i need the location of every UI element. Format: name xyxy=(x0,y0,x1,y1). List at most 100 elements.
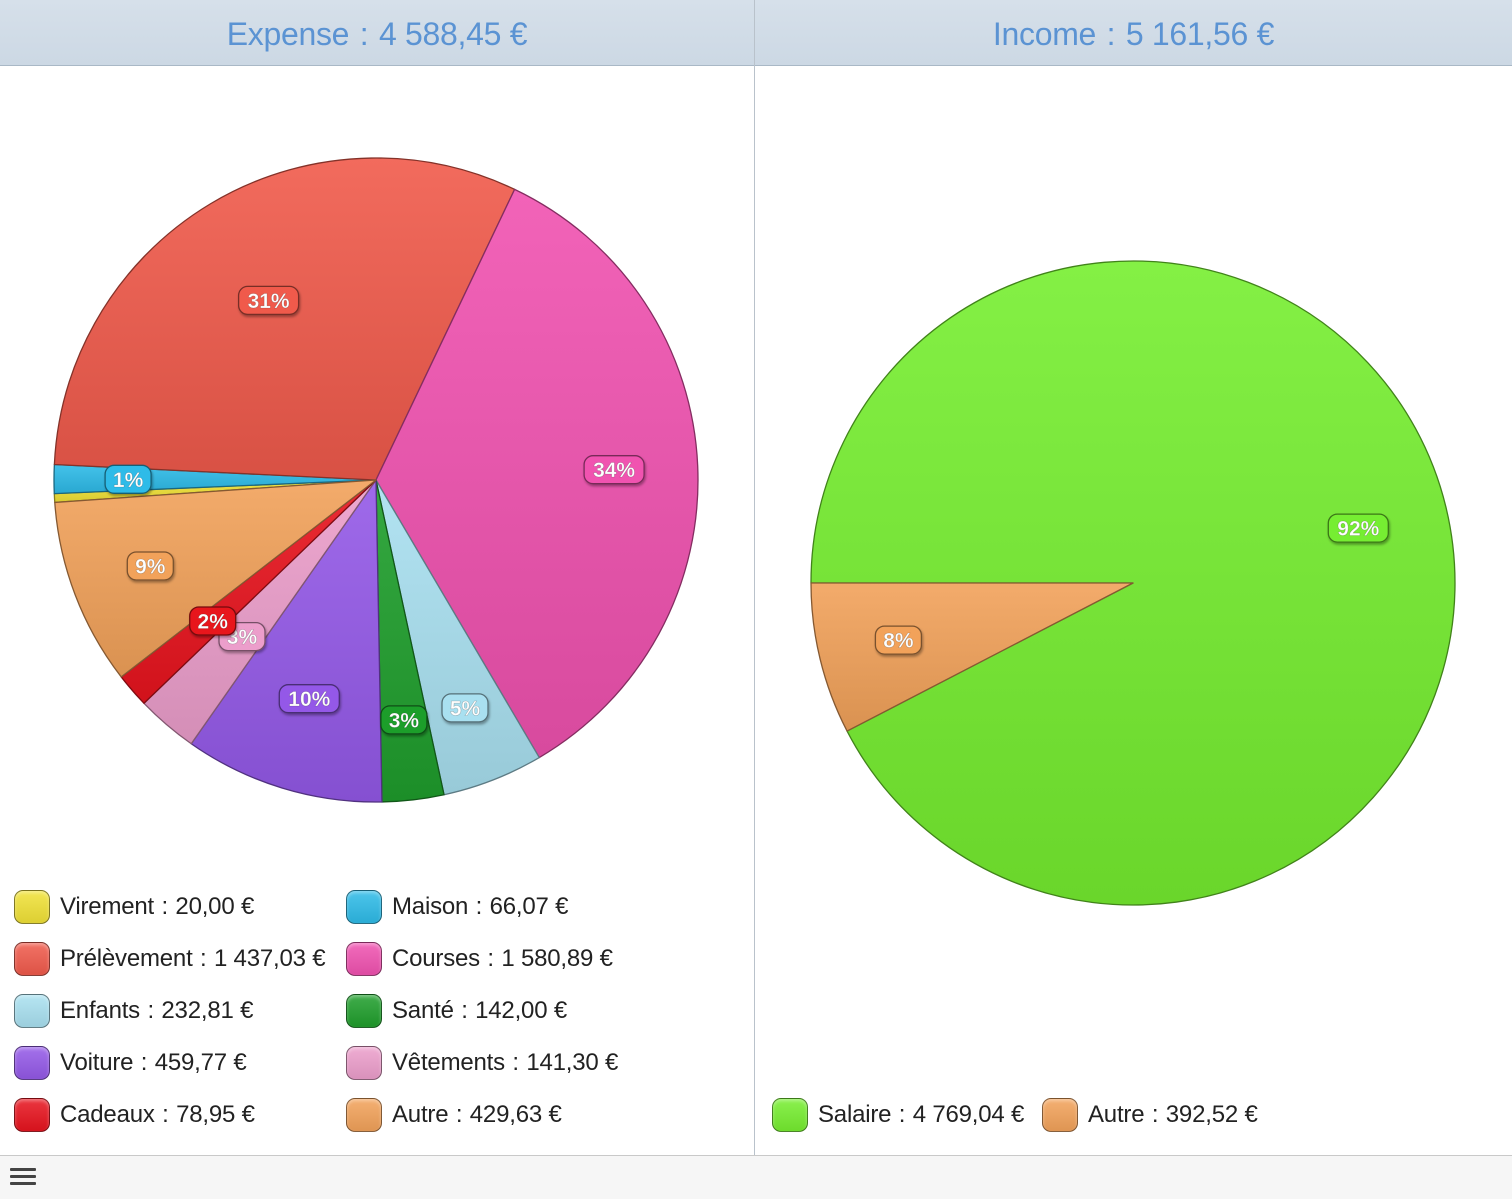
expense-legend-value: 459,77 € xyxy=(154,1049,247,1076)
expense-title: Expense xyxy=(226,16,350,52)
expense-pct-text-cadeaux: 2% xyxy=(198,611,229,634)
expense-legend-name: Vêtements xyxy=(392,1049,505,1076)
expense-legend-label-sante: Santé : 142,00 € xyxy=(392,997,567,1025)
expense-legend-separator: : xyxy=(155,1101,176,1128)
income-legend-label-salaire: Salaire : 4 769,04 € xyxy=(818,1101,1024,1129)
income-header: Income : 5 161,56 € xyxy=(755,0,1512,66)
expense-legend-value: 232,81 € xyxy=(161,997,254,1024)
expense-pct-text-voiture: 10% xyxy=(288,688,330,711)
income-legend-value: 392,52 € xyxy=(1165,1101,1258,1128)
expense-legend-item-voiture[interactable]: Voiture : 459,77 € xyxy=(14,1043,247,1083)
expense-legend-value: 78,95 € xyxy=(176,1101,255,1128)
hamburger-menu-icon[interactable] xyxy=(10,1168,36,1188)
expense-legend-swatch-maison xyxy=(346,890,382,924)
expense-legend-swatch-cadeaux xyxy=(14,1098,50,1132)
expense-legend-label-maison: Maison : 66,07 € xyxy=(392,893,568,921)
expense-legend-value: 429,63 € xyxy=(469,1101,562,1128)
expense-legend-swatch-prelevement xyxy=(14,942,50,976)
expense-legend-label-voiture: Voiture : 459,77 € xyxy=(60,1049,247,1077)
expense-legend-separator: : xyxy=(449,1101,469,1128)
expense-legend-item-virement[interactable]: Virement : 20,00 € xyxy=(14,887,254,927)
expense-legend-item-prelevement[interactable]: Prélèvement : 1 437,03 € xyxy=(14,939,326,979)
expense-legend-item-autre[interactable]: Autre : 429,63 € xyxy=(346,1095,562,1135)
expense-legend-separator: : xyxy=(480,945,501,972)
income-title: Income xyxy=(992,16,1097,52)
expense-pct-text-enfants: 5% xyxy=(450,697,481,720)
expense-legend-name: Cadeaux xyxy=(60,1101,155,1128)
income-legend-swatch-salaire xyxy=(772,1098,808,1132)
expense-pct-label-autre: 9% xyxy=(126,551,174,581)
expense-pct-label-courses: 34% xyxy=(583,455,645,485)
income-legend-item-autre[interactable]: Autre : 392,52 € xyxy=(1042,1095,1258,1135)
expense-legend-label-virement: Virement : 20,00 € xyxy=(60,893,254,921)
income-legend-value: 4 769,04 € xyxy=(912,1101,1025,1128)
expense-legend-item-enfants[interactable]: Enfants : 232,81 € xyxy=(14,991,253,1031)
income-legend-separator: : xyxy=(1145,1101,1165,1128)
expense-pct-labels: 1%31%34%5%3%10%3%2%9% xyxy=(104,285,645,735)
expense-slice-voiture[interactable] xyxy=(190,479,383,803)
expense-legend-separator: : xyxy=(134,1049,154,1076)
expense-legend-separator: : xyxy=(193,945,213,972)
expense-legend-separator: : xyxy=(141,997,161,1024)
expense-legend-swatch-vetements xyxy=(346,1046,382,1080)
income-legend-name: Autre xyxy=(1088,1101,1145,1128)
expense-total: 4 588,45 € xyxy=(378,16,528,52)
income-title-separator: : xyxy=(1106,16,1116,52)
expense-legend-separator: : xyxy=(454,997,475,1024)
expense-pct-label-maison: 1% xyxy=(104,464,152,494)
income-panel: Income : 5 161,56 € 92% 8% Salaire : 4 76… xyxy=(755,0,1512,1155)
expense-pct-label-enfants: 5% xyxy=(441,693,489,723)
expense-slice-courses[interactable] xyxy=(375,188,699,759)
expense-legend-swatch-voiture xyxy=(14,1046,50,1080)
expense-legend-item-courses[interactable]: Courses : 1 580,89 € xyxy=(346,939,613,979)
income-slice-autre[interactable] xyxy=(810,582,1134,732)
expense-legend-label-prelevement: Prélèvement : 1 437,03 € xyxy=(60,945,326,973)
expense-legend-item-sante[interactable]: Santé : 142,00 € xyxy=(346,991,567,1031)
income-pie-chart: 92% 8% xyxy=(810,260,1456,906)
expense-legend-item-cadeaux[interactable]: Cadeaux : 78,95 € xyxy=(14,1095,255,1135)
expense-legend-item-maison[interactable]: Maison : 66,07 € xyxy=(346,887,568,927)
expense-pct-label-cadeaux: 2% xyxy=(189,606,237,636)
expense-legend-label-vetements: Vêtements : 141,30 € xyxy=(392,1049,618,1077)
expense-legend-separator: : xyxy=(155,893,175,920)
expense-legend-separator: : xyxy=(505,1049,526,1076)
expense-legend-name: Enfants xyxy=(60,997,140,1024)
expense-legend-swatch-sante xyxy=(346,994,382,1028)
income-pct-text-salaire: 92% xyxy=(1337,518,1379,541)
expense-pct-text-maison: 1% xyxy=(113,469,144,492)
income-slices xyxy=(810,260,1456,906)
expense-legend-label-cadeaux: Cadeaux : 78,95 € xyxy=(60,1101,255,1129)
expense-legend-label-enfants: Enfants : 232,81 € xyxy=(60,997,253,1025)
income-legend-label-autre: Autre : 392,52 € xyxy=(1088,1101,1258,1129)
income-legend-name: Salaire xyxy=(818,1101,892,1128)
expense-legend-swatch-virement xyxy=(14,890,50,924)
income-pct-text-autre: 8% xyxy=(883,630,914,653)
income-legend-item-salaire[interactable]: Salaire : 4 769,04 € xyxy=(772,1095,1024,1135)
income-total: 5 161,56 € xyxy=(1125,16,1275,52)
expense-legend-value: 20,00 € xyxy=(175,893,255,920)
expense-pct-text-prelevement: 31% xyxy=(248,290,290,313)
expense-legend-name: Prélèvement xyxy=(60,945,193,972)
expense-legend-swatch-enfants xyxy=(14,994,50,1028)
expense-panel: Expense : 4 588,45 € 1% 31% 34% 5% 3% 10% 3% 2%… xyxy=(0,0,754,1155)
expense-legend-name: Courses xyxy=(392,945,480,972)
expense-slice-autre[interactable] xyxy=(54,479,377,678)
expense-pct-text-sante: 3% xyxy=(389,709,420,732)
expense-pct-text-courses: 34% xyxy=(593,459,635,482)
income-pct-labels: 92% 8% xyxy=(874,513,1389,655)
expense-legend-value: 1 580,89 € xyxy=(501,945,613,972)
expense-slice-prelevement[interactable] xyxy=(53,157,516,481)
income-legend-swatch-autre xyxy=(1042,1098,1078,1132)
bottom-toolbar xyxy=(0,1155,1512,1199)
income-pct-label-salaire: 92% xyxy=(1327,513,1389,543)
expense-legend-name: Virement xyxy=(60,893,155,920)
income-legend-separator: : xyxy=(892,1101,912,1128)
expense-legend-separator: : xyxy=(469,893,489,920)
expense-header: Expense : 4 588,45 € xyxy=(0,0,754,66)
expense-legend-label-autre: Autre : 429,63 € xyxy=(392,1101,562,1129)
expense-legend-swatch-courses xyxy=(346,942,382,976)
expense-legend-swatch-autre xyxy=(346,1098,382,1132)
income-pct-label-autre: 8% xyxy=(874,625,923,655)
expense-pie-chart: 1%31%34%5%3%10%3%2%9% xyxy=(53,157,699,803)
expense-legend-item-vetements[interactable]: Vêtements : 141,30 € xyxy=(346,1043,618,1083)
